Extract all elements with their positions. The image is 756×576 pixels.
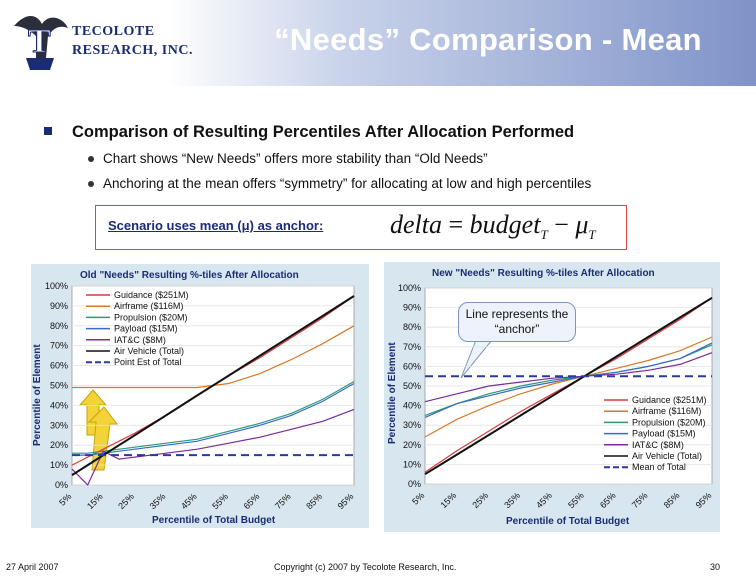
logo-line-2: RESEARCH, INC. xyxy=(72,43,193,58)
eagle-logo-icon: T xyxy=(14,15,68,70)
formula-budget: budget xyxy=(469,210,541,239)
old-chart-title: Old "Needs" Resulting %-tiles After Allo… xyxy=(80,270,299,281)
scenario-label: Scenario uses mean (μ) as anchor: xyxy=(108,218,324,233)
main-bullet-marker xyxy=(44,127,52,135)
old-chart-xlabel: Percentile of Total Budget xyxy=(152,515,276,526)
new-chart-ylabel: Percentile of Element xyxy=(387,342,398,444)
old-needs-chart-panel xyxy=(31,264,369,528)
formula-equals: = xyxy=(448,210,464,239)
formula-budget-subscript: T xyxy=(540,227,548,243)
svg-text:T: T xyxy=(28,23,51,60)
sub-bullet-1: Chart shows “New Needs” offers more stab… xyxy=(103,151,488,166)
new-chart-title: New "Needs" Resulting %-tiles After Allo… xyxy=(432,268,655,279)
sub-bullet-marker xyxy=(88,181,94,187)
logo-line-1: TECOLOTE xyxy=(72,24,155,39)
formula-lhs: delta xyxy=(390,210,442,239)
sub-bullet-2: Anchoring at the mean offers “symmetry” … xyxy=(103,176,592,191)
formula-mu-subscript: T xyxy=(588,227,596,243)
old-chart-ylabel: Percentile of Element xyxy=(32,344,43,446)
footer-copyright: Copyright (c) 2007 by Tecolote Research,… xyxy=(274,562,457,572)
sub-bullet-marker xyxy=(88,156,94,162)
logo-name: TECOLOTE RESEARCH, INC. xyxy=(72,22,193,60)
formula-mu: μ xyxy=(575,210,589,239)
delta-formula: delta = budgetT − μT xyxy=(390,210,596,243)
anchor-callout: Line represents the “anchor” xyxy=(458,302,576,342)
footer-date: 27 April 2007 xyxy=(6,562,59,572)
scenario-box xyxy=(95,205,627,250)
footer-page-number: 30 xyxy=(710,562,721,572)
slide-title: “Needs” Comparison - Mean xyxy=(274,22,702,57)
formula-minus: − xyxy=(554,210,569,239)
header-banner xyxy=(0,0,756,86)
main-bullet-text: Comparison of Resulting Percentiles Afte… xyxy=(72,123,575,141)
new-chart-xlabel: Percentile of Total Budget xyxy=(506,516,630,527)
